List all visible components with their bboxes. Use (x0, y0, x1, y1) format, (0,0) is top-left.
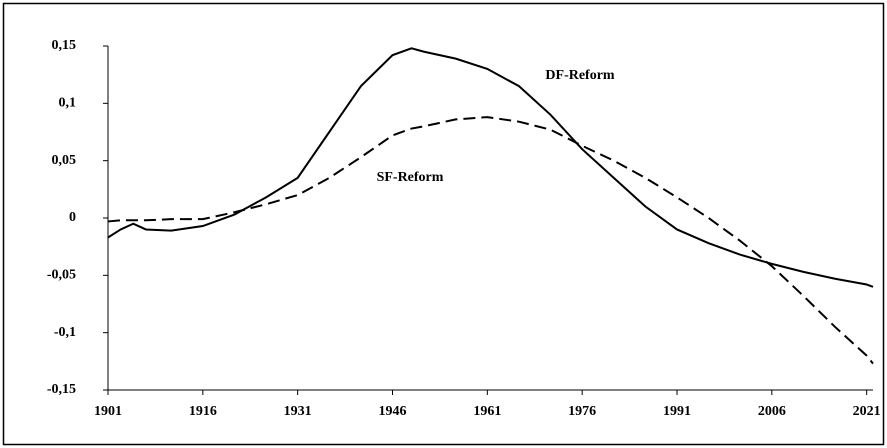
x-tick-label: 1961 (473, 404, 501, 419)
series-label: SF-Reform (377, 170, 444, 185)
x-tick-label: 1931 (284, 404, 312, 419)
x-tick-label: 1901 (94, 404, 122, 419)
x-tick-label: 1916 (189, 404, 217, 419)
series-line (107, 116, 874, 365)
x-tick-label: 2021 (853, 404, 881, 419)
y-tick-label: 0,05 (52, 153, 77, 168)
x-tick-label: 1946 (379, 404, 407, 419)
series-label: DF-Reform (545, 68, 615, 83)
x-tick-label: 1991 (663, 404, 691, 419)
y-tick-label: 0,15 (52, 38, 77, 53)
y-tick-label: 0 (69, 210, 76, 225)
x-tick-label: 2006 (758, 404, 786, 419)
y-tick-label: -0,05 (47, 268, 76, 283)
series-line (107, 47, 874, 288)
y-tick-label: -0,15 (47, 382, 76, 397)
y-tick-label: 0,1 (59, 96, 77, 111)
x-tick-label: 1976 (568, 404, 596, 419)
y-tick-label: -0,1 (54, 325, 76, 340)
